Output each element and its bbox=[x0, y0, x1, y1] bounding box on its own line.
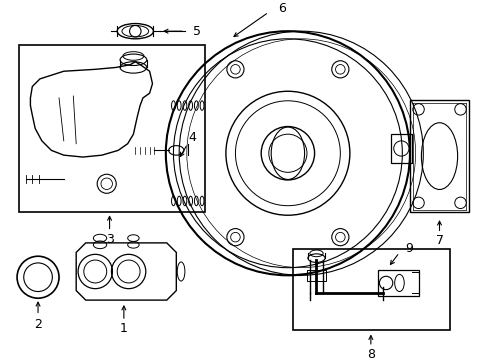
Text: 2: 2 bbox=[34, 318, 42, 332]
Bar bbox=[306, 270, 325, 281]
Bar bbox=[378, 270, 418, 296]
Text: 1: 1 bbox=[120, 322, 127, 335]
Text: 5: 5 bbox=[192, 25, 200, 38]
Bar bbox=[409, 100, 468, 212]
Text: 6: 6 bbox=[278, 2, 285, 15]
Text: 8: 8 bbox=[366, 348, 374, 360]
Bar bbox=[390, 134, 411, 163]
Text: 3: 3 bbox=[105, 233, 113, 246]
Text: 4: 4 bbox=[188, 131, 196, 144]
Bar bbox=[19, 45, 204, 212]
Text: 9: 9 bbox=[405, 242, 412, 255]
Bar bbox=[292, 249, 449, 330]
Text: 7: 7 bbox=[435, 234, 443, 247]
